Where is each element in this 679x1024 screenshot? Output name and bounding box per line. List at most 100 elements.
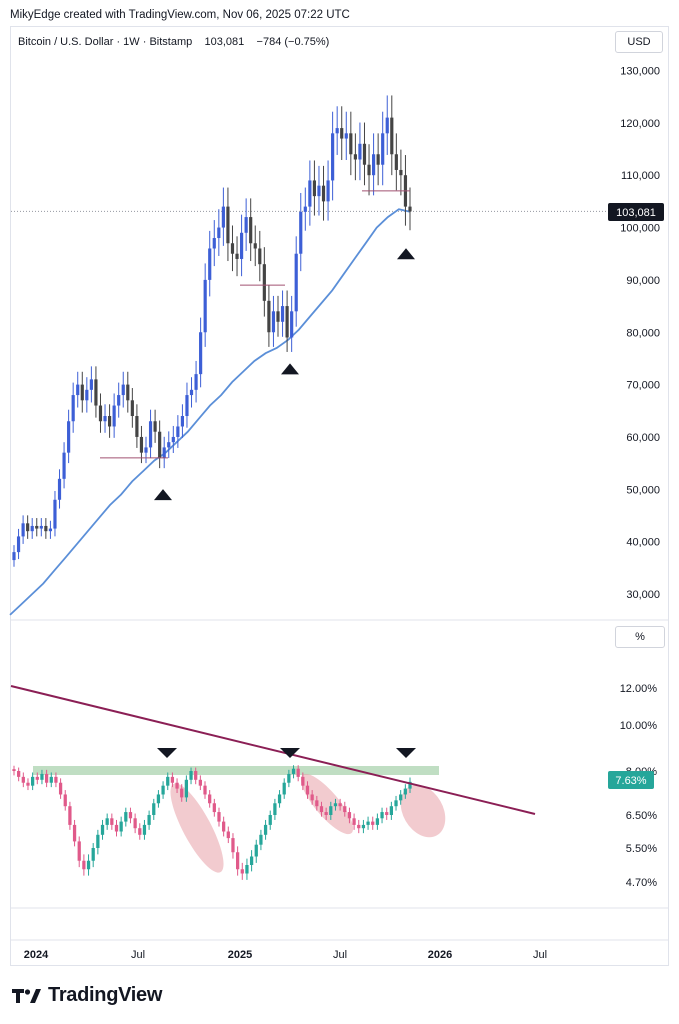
osc-body	[170, 776, 175, 783]
candle-body	[276, 311, 280, 322]
candle-body	[285, 306, 289, 338]
candle-body	[30, 525, 34, 532]
osc-body	[324, 812, 328, 815]
candle-body	[57, 478, 62, 500]
osc-body	[21, 776, 25, 783]
candle-body	[176, 426, 180, 437]
osc-body	[222, 821, 226, 832]
candle-body	[235, 253, 239, 259]
price-tick-label: 70,000	[626, 380, 660, 392]
osc-body	[329, 806, 333, 815]
candle-body	[326, 180, 330, 202]
osc-body	[180, 788, 184, 798]
chart-attribution: MikyEdge created with TradingView.com, N…	[10, 9, 350, 21]
candle-body	[267, 300, 271, 333]
osc-body	[161, 785, 165, 795]
candle-body	[167, 442, 171, 448]
candle-body	[162, 447, 166, 458]
highlight-ellipse	[400, 784, 446, 838]
osc-body	[114, 824, 119, 832]
candle-body	[353, 154, 357, 160]
time-axis: 2024 Jul 2025 Jul 2026 Jul	[24, 949, 547, 961]
candle-body	[153, 421, 157, 432]
osc-body	[156, 794, 161, 804]
candle-body	[189, 389, 194, 396]
candle-body	[144, 447, 148, 453]
candle-body	[321, 185, 326, 202]
candle-body	[208, 248, 212, 280]
osc-body	[263, 824, 268, 835]
candle-body	[362, 143, 367, 165]
signal-up-triangle	[281, 363, 299, 375]
candle-body	[299, 211, 303, 254]
osc-tick-label: 5.50%	[626, 843, 657, 855]
osc-body	[226, 831, 230, 839]
osc-body	[147, 815, 151, 825]
osc-body	[26, 782, 30, 786]
osc-body	[361, 824, 366, 829]
osc-body	[380, 812, 384, 819]
candle-body	[262, 264, 266, 301]
osc-body	[217, 812, 221, 822]
osc-tick-label: 12.00%	[620, 683, 658, 695]
osc-body	[403, 788, 407, 795]
candle-body	[221, 206, 225, 228]
price-tick-label: 30,000	[626, 589, 660, 601]
osc-body	[208, 794, 212, 804]
signal-up-triangle	[154, 489, 172, 501]
candle-body	[48, 528, 53, 532]
candle-body	[89, 379, 93, 390]
candle-body	[53, 499, 57, 529]
osc-body	[31, 776, 35, 786]
candle-body	[121, 384, 125, 396]
highlight-ellipse	[300, 773, 354, 835]
price-pane[interactable]	[9, 95, 606, 616]
osc-body	[212, 803, 216, 813]
moving-average-line	[9, 208, 411, 616]
symbol-change: −784	[256, 36, 282, 48]
candle-body	[71, 395, 75, 422]
price-tick-label: 100,000	[620, 223, 660, 235]
signal-down-triangle	[396, 748, 416, 758]
osc-body	[333, 803, 338, 807]
candle-body	[331, 133, 335, 181]
candle-body	[194, 374, 198, 390]
osc-body	[72, 824, 77, 842]
currency-button[interactable]: USD	[615, 31, 663, 53]
candle-body	[294, 253, 298, 312]
candle-body	[303, 206, 307, 212]
candle-body	[126, 384, 130, 401]
candle-body	[308, 180, 312, 207]
osc-body	[91, 848, 95, 861]
osc-body	[152, 803, 156, 815]
candle-body	[408, 206, 412, 212]
oscillator-pane[interactable]	[10, 685, 536, 880]
symbol-legend[interactable]: Bitcoin / U.S. Dollar · 1W · Bitstamp 10…	[18, 36, 330, 48]
candle-body	[112, 405, 116, 427]
osc-body	[119, 821, 123, 832]
osc-body	[408, 781, 412, 789]
candle-body	[390, 117, 394, 155]
osc-body	[301, 776, 305, 786]
time-tick-label: 2025	[228, 949, 252, 961]
signal-down-triangle	[280, 748, 300, 758]
price-tick-label: 80,000	[626, 327, 660, 339]
percent-scale-button[interactable]: %	[615, 626, 665, 648]
symbol-last-price: 103,081	[204, 36, 245, 48]
candle-body	[16, 536, 21, 553]
osc-body	[189, 771, 193, 780]
chart-frame	[10, 26, 669, 966]
osc-body	[338, 803, 342, 807]
osc-body	[291, 768, 296, 774]
osc-body	[17, 771, 21, 777]
price-tick-label: 110,000	[621, 170, 660, 182]
osc-body	[35, 776, 39, 780]
candle-body	[271, 311, 276, 333]
candle-body	[98, 405, 103, 422]
osc-body	[58, 782, 63, 795]
osc-body	[198, 779, 202, 786]
candle-body	[244, 217, 248, 233]
osc-body	[77, 841, 81, 861]
osc-body	[273, 803, 277, 815]
candle-body	[199, 332, 203, 375]
